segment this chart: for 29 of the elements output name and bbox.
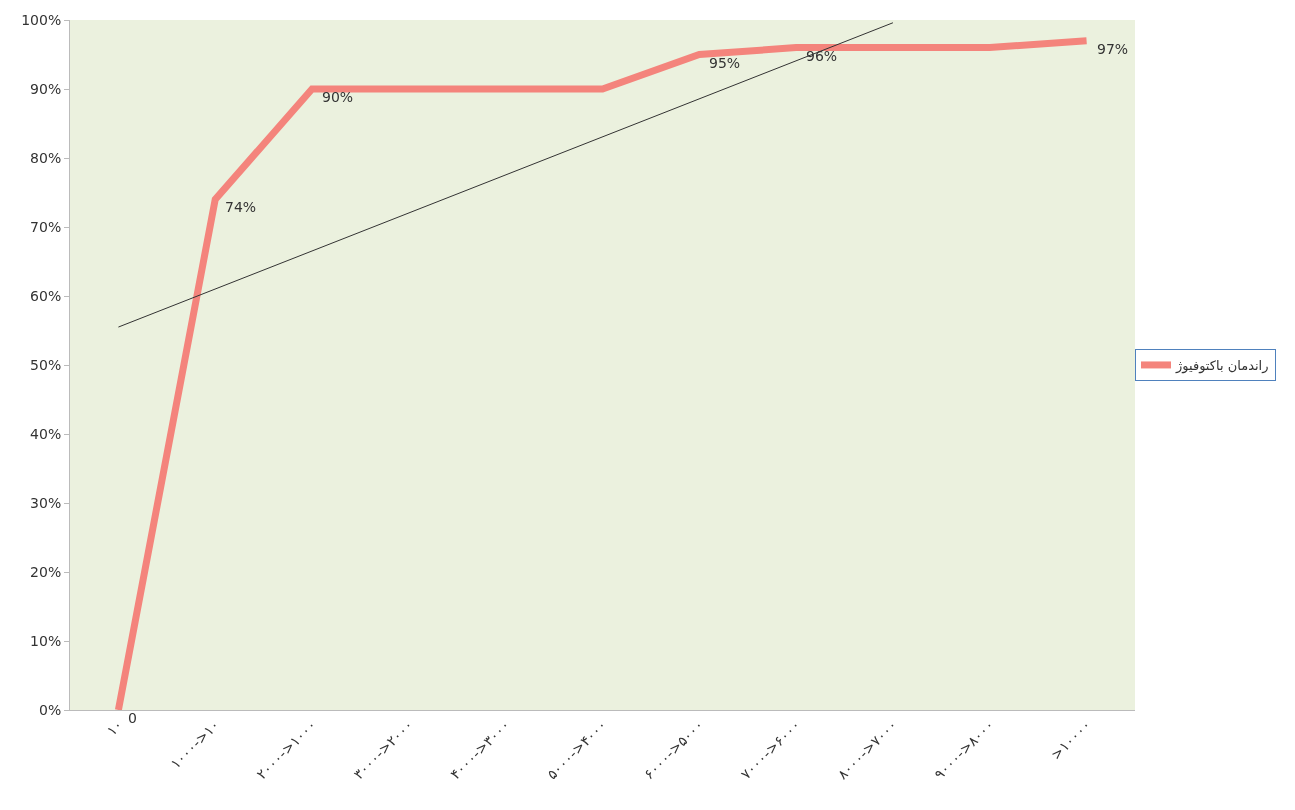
x-tick-label: >۱۰۰۰۰	[1047, 716, 1094, 763]
y-tick-label: 100%	[21, 11, 62, 28]
x-tick-label: ۴۰۰۰->۳۰۰۰	[447, 716, 513, 783]
y-tick-label: 40%	[30, 425, 62, 442]
y-tick-label: 20%	[30, 563, 62, 580]
x-tick-label: ۲۰۰۰->۱۰۰۰	[253, 716, 320, 783]
data-label: 96%	[806, 48, 838, 64]
y-tick-label: 50%	[30, 356, 62, 373]
y-tick-label: 60%	[30, 287, 62, 304]
x-tick-label: ۱۰	[103, 716, 126, 739]
x-tick-label: ۶۰۰۰->۵۰۰۰	[640, 716, 707, 783]
x-tick-label: ۱۰۰۰->۱۰	[167, 716, 223, 772]
y-tick-label: 0%	[38, 701, 62, 718]
data-label: 97%	[1097, 41, 1129, 57]
x-tick-label: ۳۰۰۰->۲۰۰۰	[350, 716, 416, 783]
y-tick-label: 70%	[30, 218, 62, 235]
x-tick-label: ۵۰۰۰->۴۰۰۰	[543, 716, 610, 783]
legend-label: راندمان باکتوفیوژ	[1175, 358, 1269, 375]
x-tick-label: ۸۰۰۰->۷۰۰۰	[834, 716, 901, 783]
y-tick-label: 10%	[30, 632, 62, 649]
data-label: 74%	[225, 199, 257, 215]
data-label: 0	[128, 710, 137, 726]
data-label: 90%	[322, 89, 354, 105]
y-tick-label: 80%	[30, 149, 62, 166]
y-tick-label: 30%	[30, 494, 62, 511]
x-tick-label: ۹۰۰۰->۸۰۰۰	[931, 716, 997, 783]
x-tick-label: ۷۰۰۰->۶۰۰۰	[737, 716, 804, 783]
y-tick-label: 90%	[30, 80, 62, 97]
data-label: 95%	[709, 55, 741, 71]
